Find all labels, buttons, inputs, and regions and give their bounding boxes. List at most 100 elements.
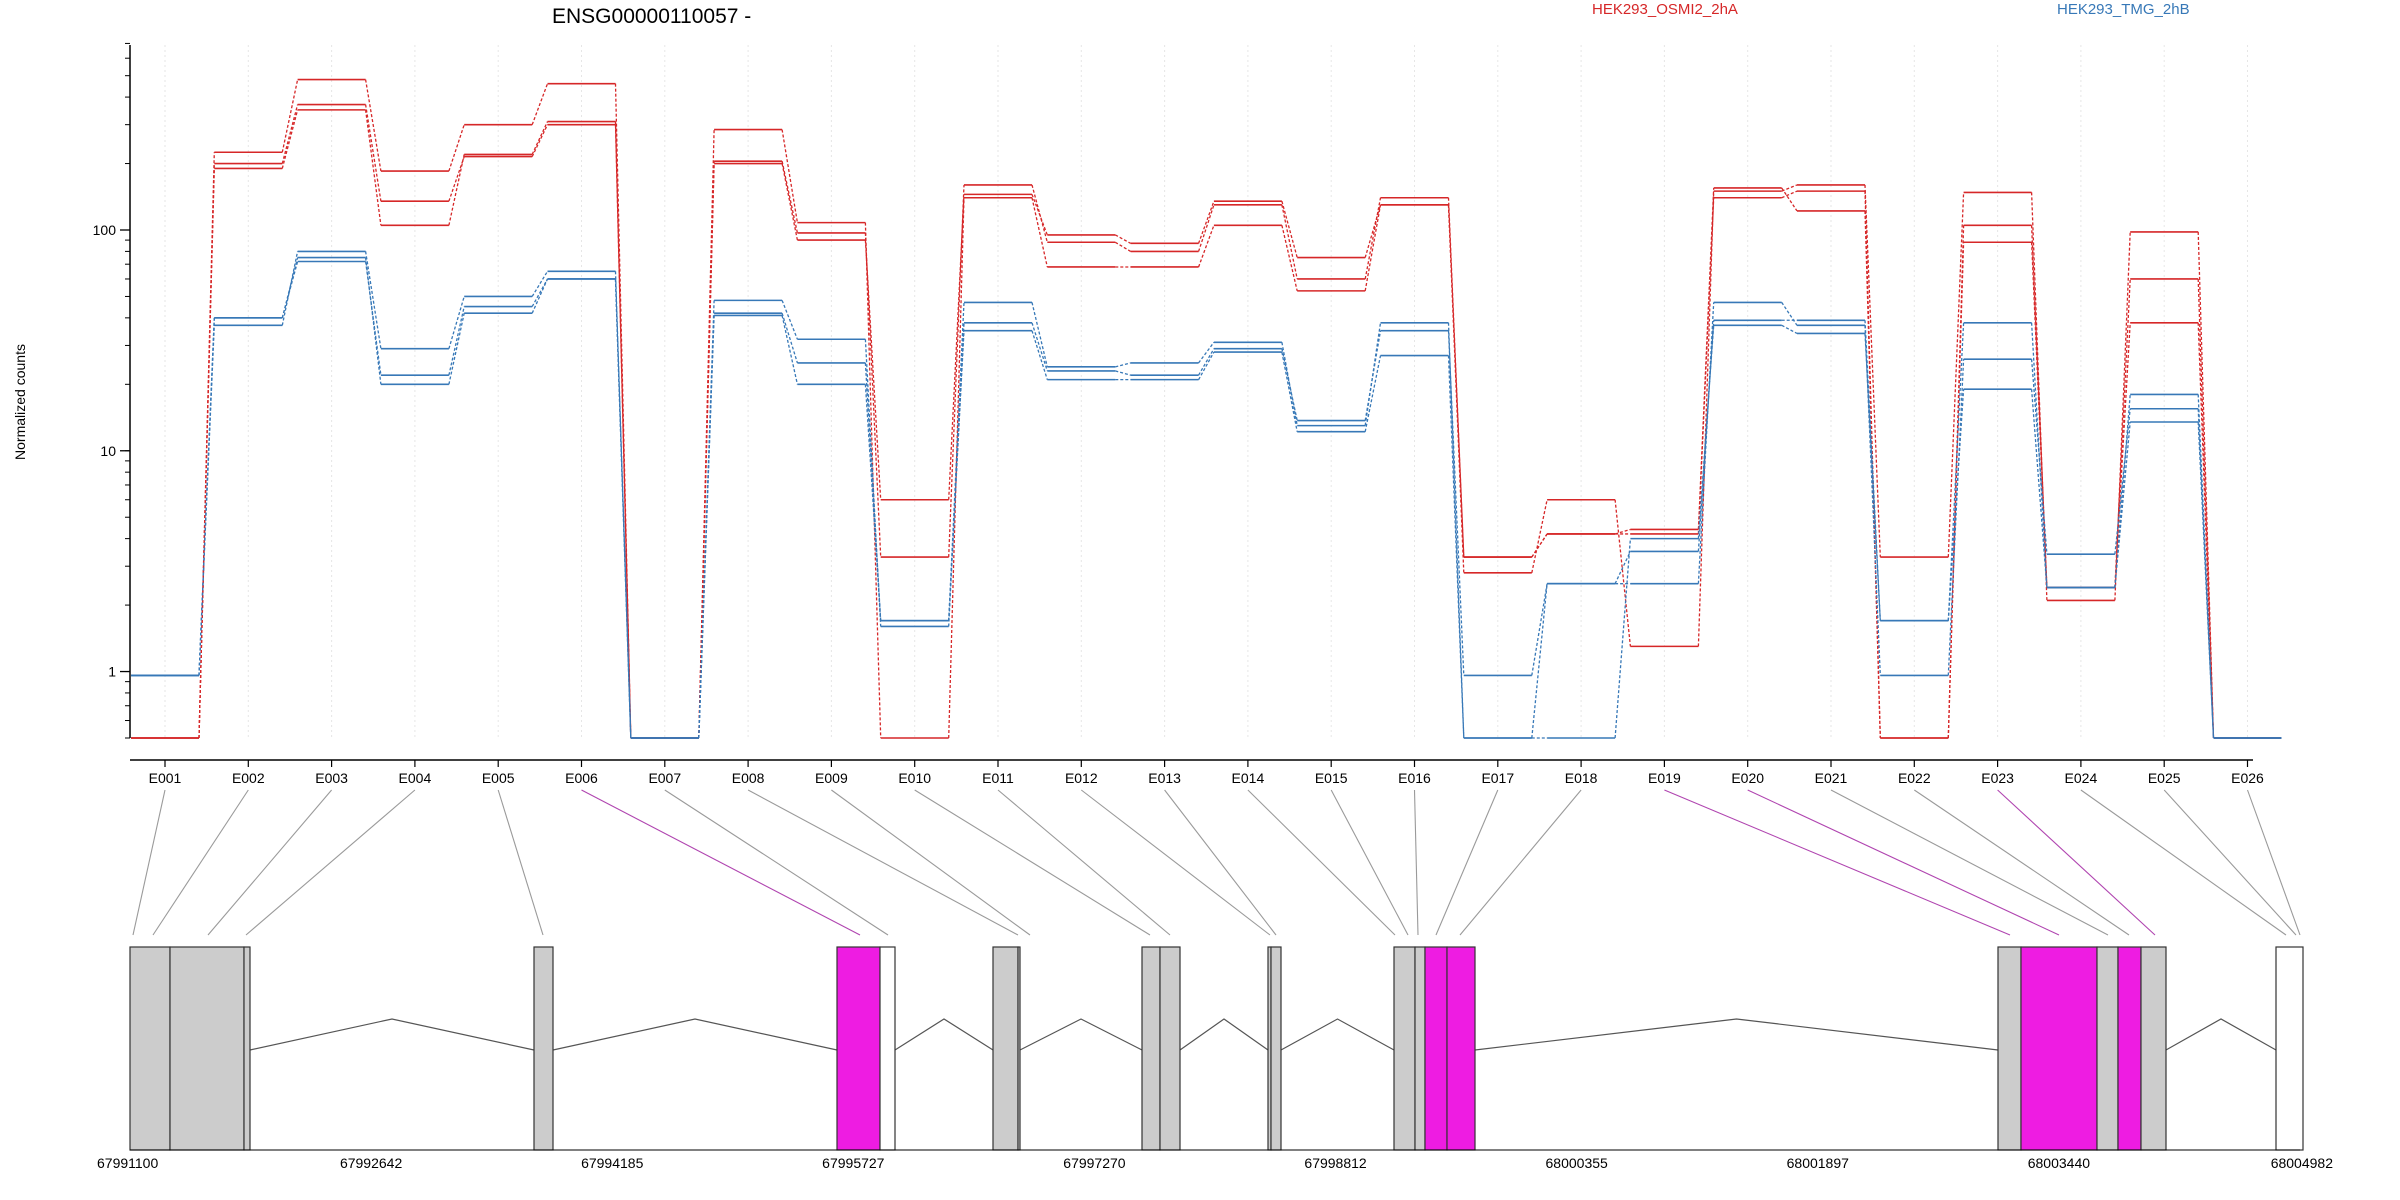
grid-lines — [164, 45, 2248, 738]
exon-connector — [2246, 789, 2301, 936]
series-connector — [1364, 197, 1382, 280]
series-connector — [2197, 231, 2215, 739]
series-connector — [1031, 302, 1048, 367]
gene-model — [129, 946, 2304, 1151]
series-connector — [1281, 204, 1298, 280]
series-connector — [531, 121, 549, 155]
series-connector — [1781, 190, 1798, 199]
exon-box — [1414, 946, 1426, 1151]
series-connector — [948, 302, 965, 621]
genomic-tick-label: 68000355 — [1546, 1155, 1609, 1171]
x-tick-label: E004 — [399, 770, 432, 786]
intron-line — [894, 1018, 994, 1051]
series-connector — [864, 339, 882, 627]
series-connector — [1697, 302, 1715, 584]
exon-connector — [1913, 789, 2130, 936]
series-connector — [1697, 191, 1715, 647]
series-connector — [1614, 538, 1632, 739]
exon-connector — [245, 789, 416, 936]
series-connector — [1947, 359, 1965, 676]
exon-box — [129, 946, 171, 1151]
series-connector — [2030, 242, 2048, 588]
genomic-tick-label: 67991100 — [97, 1155, 158, 1171]
y-tick-label: 1 — [108, 664, 116, 680]
series-connector — [1115, 370, 1131, 376]
y-tick-label: 10 — [100, 443, 116, 459]
x-tick-label: E009 — [815, 770, 848, 786]
exon-box — [2140, 946, 2167, 1151]
x-tick-label: E025 — [2148, 770, 2181, 786]
exon-box — [2020, 946, 2098, 1151]
series-connector — [1197, 225, 1215, 268]
exon-connector — [2080, 789, 2287, 936]
series-connector — [1781, 302, 1798, 326]
series-connector — [1364, 204, 1382, 291]
exon-connector — [1080, 789, 1271, 936]
genomic-tick-label: 67997270 — [1063, 1155, 1126, 1171]
series-connector — [364, 104, 382, 202]
exon-connector — [1459, 789, 1582, 936]
series-connector — [864, 240, 882, 500]
series-connector — [281, 257, 299, 319]
series-lines — [131, 78, 2282, 739]
exon-box — [243, 946, 251, 1151]
series-connector — [1781, 184, 1798, 192]
series-connector — [198, 152, 215, 739]
series-connector — [1197, 201, 1215, 244]
series-connector — [698, 129, 715, 739]
exon-connector — [1435, 789, 1499, 936]
x-tick-label: E010 — [898, 770, 931, 786]
series-connector — [531, 83, 549, 125]
series-connector — [2030, 389, 2048, 588]
series-connector — [281, 79, 299, 153]
series-connector — [1697, 187, 1715, 530]
x-tick-label: E005 — [482, 770, 515, 786]
series-connector — [1198, 351, 1215, 380]
series-connector — [281, 104, 299, 164]
series-connector — [448, 156, 465, 202]
intron-line — [2165, 1018, 2277, 1051]
series-connector — [531, 124, 549, 157]
exon-connector — [747, 789, 1019, 936]
x-tick-label: E024 — [2065, 770, 2098, 786]
legend-entry-osmi2: HEK293_OSMI2_2hA — [1592, 1, 1738, 18]
series-connector — [1281, 351, 1298, 432]
y-axis: 1 10 100 — [93, 42, 131, 739]
series-connector — [448, 154, 465, 226]
exon-box — [169, 946, 245, 1151]
x-tick-label: E007 — [648, 770, 681, 786]
x-tick-label: E014 — [1232, 770, 1265, 786]
x-tick-label: E013 — [1148, 770, 1181, 786]
series-connector — [2197, 421, 2215, 739]
series-connector — [1114, 234, 1131, 244]
exon-connector — [997, 789, 1171, 936]
x-tick-label: E006 — [565, 770, 598, 786]
series-connector — [1198, 348, 1215, 376]
series-connector — [1781, 324, 1798, 335]
series-line — [131, 78, 2282, 739]
series-connector — [2197, 322, 2215, 739]
exon-box — [1159, 946, 1181, 1151]
intron-line — [1179, 1018, 1269, 1051]
exon-connector — [664, 789, 889, 936]
x-tick-label: E023 — [1981, 770, 2014, 786]
series-connector — [1531, 499, 1548, 573]
series-connector — [2114, 231, 2131, 601]
intron-line — [249, 1018, 535, 1051]
legend-entry-tmg: HEK293_TMG_2hB — [2057, 1, 2190, 18]
exon-connector — [1413, 789, 1419, 936]
x-tick-label: E016 — [1398, 770, 1431, 786]
series-connector — [1447, 322, 1465, 739]
x-tick-label: E011 — [982, 770, 1014, 786]
exon-connector — [207, 789, 333, 936]
y-tick-label: 100 — [93, 222, 117, 238]
series-connector — [614, 83, 632, 739]
intron-line — [1474, 1018, 1999, 1051]
exon-connector — [581, 789, 861, 936]
exon-box — [533, 946, 554, 1151]
exon-connector — [1997, 789, 2156, 936]
series-connector — [1281, 225, 1298, 292]
series-line — [131, 250, 2282, 739]
x-tick-label: E019 — [1648, 770, 1681, 786]
